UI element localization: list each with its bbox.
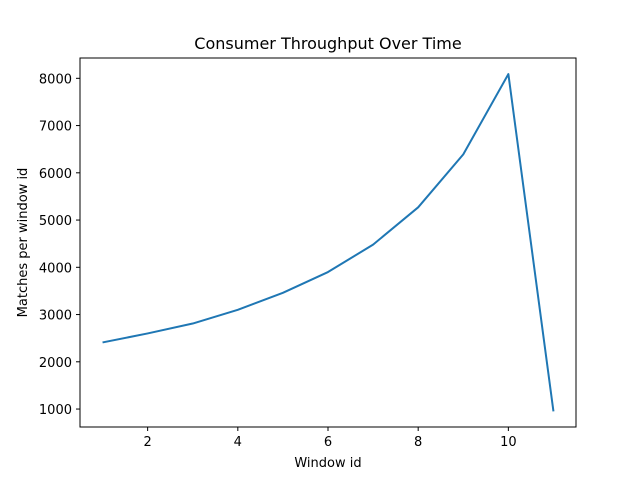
x-tick-label: 4 <box>234 435 242 450</box>
chart-marks: 2 4 6 8 10 1000 2000 3000 4000 5000 6000 7000 8000 <box>39 72 555 450</box>
x-axis-label: Window id <box>294 456 361 471</box>
series-line <box>102 73 555 412</box>
y-tick-label: 7000 <box>39 120 72 135</box>
y-tick-label: 8000 <box>39 72 72 87</box>
x-tick-label: 10 <box>500 435 517 450</box>
x-tick-label: 6 <box>324 435 332 450</box>
chart-title: Consumer Throughput Over Time <box>194 34 461 53</box>
y-axis-label: Matches per window id <box>16 168 31 318</box>
y-tick-label: 6000 <box>39 167 72 182</box>
x-tick-label: 8 <box>414 435 422 450</box>
y-tick-label: 1000 <box>39 403 72 418</box>
y-tick-label: 3000 <box>39 309 72 324</box>
x-tick-label: 2 <box>143 435 151 450</box>
y-tick-label: 2000 <box>39 356 72 371</box>
plot-area <box>80 58 576 427</box>
y-tick-label: 5000 <box>39 214 72 229</box>
plot-frame <box>79 57 577 428</box>
y-tick-label: 4000 <box>39 261 72 276</box>
